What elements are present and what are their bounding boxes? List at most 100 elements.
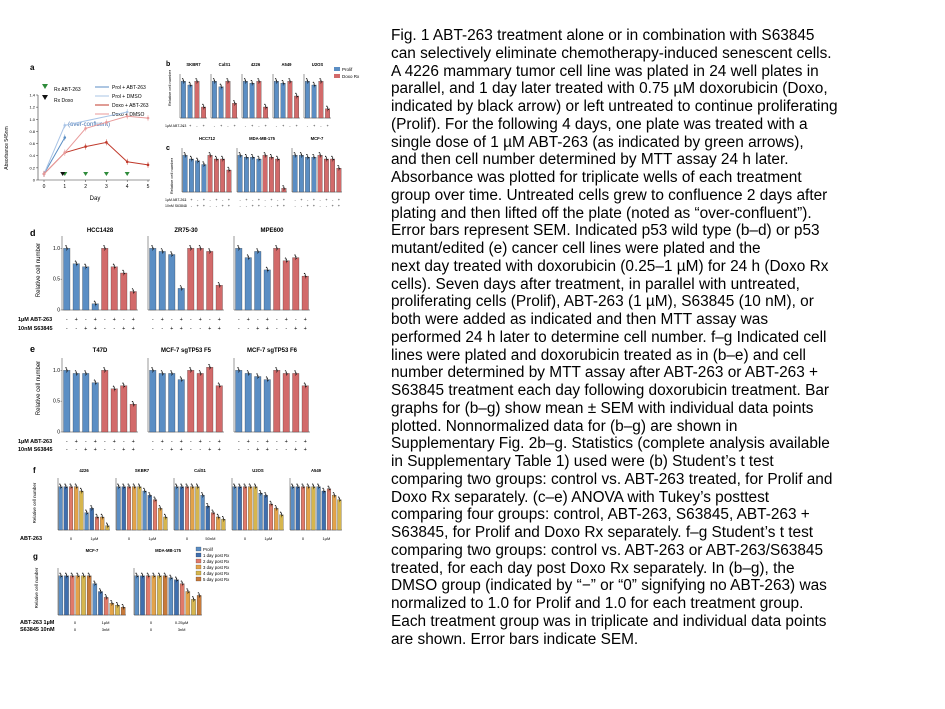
- data-point: [204, 164, 206, 166]
- sign-label: +: [75, 439, 78, 445]
- data-point: [190, 246, 192, 248]
- data-point: [275, 506, 277, 508]
- data-point: [265, 266, 268, 268]
- sign-label: +: [122, 326, 125, 332]
- bar: [337, 499, 342, 531]
- sign-label: -: [209, 197, 211, 202]
- legend-rx-doxo: Rx Doxo: [54, 98, 73, 104]
- sign-label: -: [289, 123, 291, 128]
- panel-d: d Relative cell number 1µM ABT-263 10nM …: [18, 228, 310, 332]
- sign-label: +: [266, 447, 269, 453]
- data-point: [143, 487, 145, 489]
- data-point: [136, 574, 138, 576]
- bar: [63, 486, 68, 531]
- sign-label: -: [152, 326, 154, 332]
- bar: [215, 285, 223, 311]
- data-point: [208, 364, 210, 366]
- dose-label: 0: [128, 536, 131, 541]
- data-point: [171, 254, 174, 256]
- sign-label: -: [276, 439, 278, 445]
- caption-line: mutant/edited (e) cancer cell lines were…: [391, 240, 761, 257]
- bar: [91, 382, 99, 433]
- bar: [292, 373, 300, 433]
- data-point: [332, 157, 334, 159]
- data-point: [200, 373, 202, 375]
- legend-rx-abt: Rx ABT-263: [54, 87, 81, 93]
- bar: [305, 81, 310, 119]
- bar: [212, 81, 217, 119]
- panel-f-ylabel: Relative cell number: [32, 482, 37, 523]
- caption-line: number determined by MTT assay after ABT…: [391, 364, 819, 382]
- data-point: [307, 157, 310, 159]
- data-point: [152, 368, 154, 370]
- data-point: [283, 186, 285, 188]
- x-tick-label: 5: [147, 184, 150, 190]
- sign-label: +: [180, 317, 183, 323]
- data-point: [134, 486, 136, 488]
- data-point: [182, 486, 184, 488]
- bar: [149, 370, 157, 433]
- data-point: [151, 367, 153, 369]
- bar: [184, 486, 190, 531]
- bar: [301, 275, 309, 311]
- data-point: [337, 164, 339, 167]
- data-point: [295, 92, 297, 94]
- panel-b-letter: b: [166, 61, 170, 68]
- data-point: [141, 574, 144, 576]
- data-point: [292, 485, 294, 487]
- data-point: [129, 486, 131, 488]
- data-point: [245, 81, 247, 83]
- panel-e-letter: e: [30, 344, 35, 354]
- sign-label: +: [190, 197, 193, 202]
- sign-label: +: [326, 123, 329, 128]
- sign-label: -: [285, 447, 287, 453]
- data-point: [203, 105, 205, 107]
- caption-line: Error bars represent SEM. Indicated p53 …: [391, 222, 820, 240]
- bar: [232, 486, 237, 531]
- data-point: [217, 282, 220, 284]
- caption-line: DMSO group (indicated by “−” or “0” sign…: [391, 577, 827, 595]
- data-point: [91, 506, 93, 508]
- data-point: [276, 368, 278, 370]
- x-tick-label: 3: [105, 184, 108, 190]
- sign-label: -: [190, 317, 192, 323]
- bar: [244, 373, 252, 433]
- bar: [226, 169, 232, 193]
- sign-label: -: [320, 123, 322, 128]
- data-point: [294, 153, 296, 155]
- bar: [140, 575, 145, 616]
- legend-prolif-dmso: Prol + DMSO: [112, 94, 142, 100]
- sign-label: -: [257, 439, 259, 445]
- data-point: [218, 283, 220, 285]
- data-point: [80, 489, 82, 491]
- panel-g-letter: g: [33, 552, 38, 561]
- sign-label: -: [183, 123, 185, 128]
- data-point: [327, 485, 329, 487]
- data-point: [170, 370, 172, 372]
- bar: [174, 486, 179, 531]
- bar: [274, 81, 279, 119]
- caption-line: Absorbance was plotted for triplicate we…: [391, 169, 802, 186]
- data-point: [254, 483, 256, 485]
- data-point: [101, 515, 103, 517]
- data-point: [303, 382, 306, 384]
- sign-label: -: [66, 317, 68, 323]
- sign-label: +: [189, 123, 192, 128]
- data-point: [281, 79, 283, 82]
- data-point: [202, 103, 204, 105]
- data-point: [326, 105, 328, 107]
- data-point: [190, 368, 192, 370]
- data-point: [286, 373, 288, 375]
- sign-label: +: [208, 447, 211, 453]
- y-tick-label: 1.0: [29, 117, 35, 122]
- bar: [75, 575, 81, 616]
- bar: [168, 254, 176, 311]
- data-point: [214, 81, 216, 83]
- data-point: [66, 368, 68, 370]
- sign-label: -: [238, 317, 240, 323]
- bar: [206, 251, 214, 311]
- sign-label: -: [277, 197, 279, 202]
- overconfluent-annotation: (over-confluent): [68, 122, 110, 128]
- sign-label: -: [319, 197, 321, 202]
- dose-label: 1µM: [90, 536, 98, 541]
